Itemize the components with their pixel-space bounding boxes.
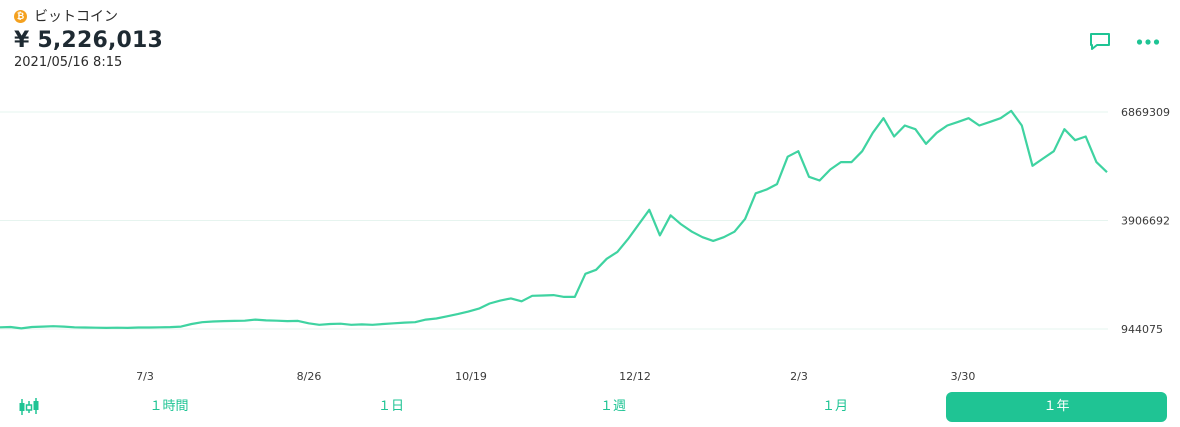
comment-icon: [1090, 33, 1110, 50]
y-tick-label: 944075: [1121, 323, 1163, 336]
y-tick-label: 3906692: [1121, 215, 1170, 228]
x-tick-label: 8/26: [297, 370, 322, 383]
y-tick-label: 6869309: [1121, 106, 1170, 119]
more-icon: [1136, 39, 1160, 45]
price-series-line: [0, 109, 1108, 330]
coin-row: ₿ ビットコイン: [14, 6, 163, 26]
comment-button[interactable]: [1088, 30, 1112, 54]
bitcoin-icon: ₿: [14, 9, 27, 23]
candlestick-icon: [19, 398, 39, 415]
tab-1-week[interactable]: １週: [599, 399, 626, 414]
x-tick-label: 12/12: [619, 370, 651, 383]
tab-1-month[interactable]: １月: [821, 399, 848, 414]
coin-name: ビットコイン: [34, 9, 118, 25]
chart-svg[interactable]: 6869309 3906692 944075 7/3 8/26 10/19 12/12 2/3…: [0, 95, 1180, 385]
timestamp: 2021/05/16 8:15: [14, 55, 123, 70]
tab-1-year[interactable]: １年: [946, 392, 1167, 422]
candlestick-toggle-button[interactable]: [18, 397, 42, 417]
top-actions: [1088, 30, 1160, 54]
tab-1-hour[interactable]: １時間: [149, 399, 189, 414]
tab-1-day[interactable]: １日: [377, 399, 404, 414]
header: ₿ ビットコイン ¥ 5,226,013 2021/05/16 8:15: [14, 6, 163, 70]
current-price: ¥ 5,226,013: [14, 28, 164, 53]
x-tick-label: 7/3: [136, 370, 154, 383]
period-tabs: １時間 １日 １週 １月 １年: [0, 392, 1180, 422]
more-button[interactable]: [1136, 30, 1160, 54]
x-tick-label: 2/3: [790, 370, 808, 383]
x-tick-label: 10/19: [455, 370, 487, 383]
x-tick-label: 3/30: [951, 370, 976, 383]
price-chart[interactable]: 6869309 3906692 944075 7/3 8/26 10/19 12/12 2/3…: [0, 95, 1180, 385]
